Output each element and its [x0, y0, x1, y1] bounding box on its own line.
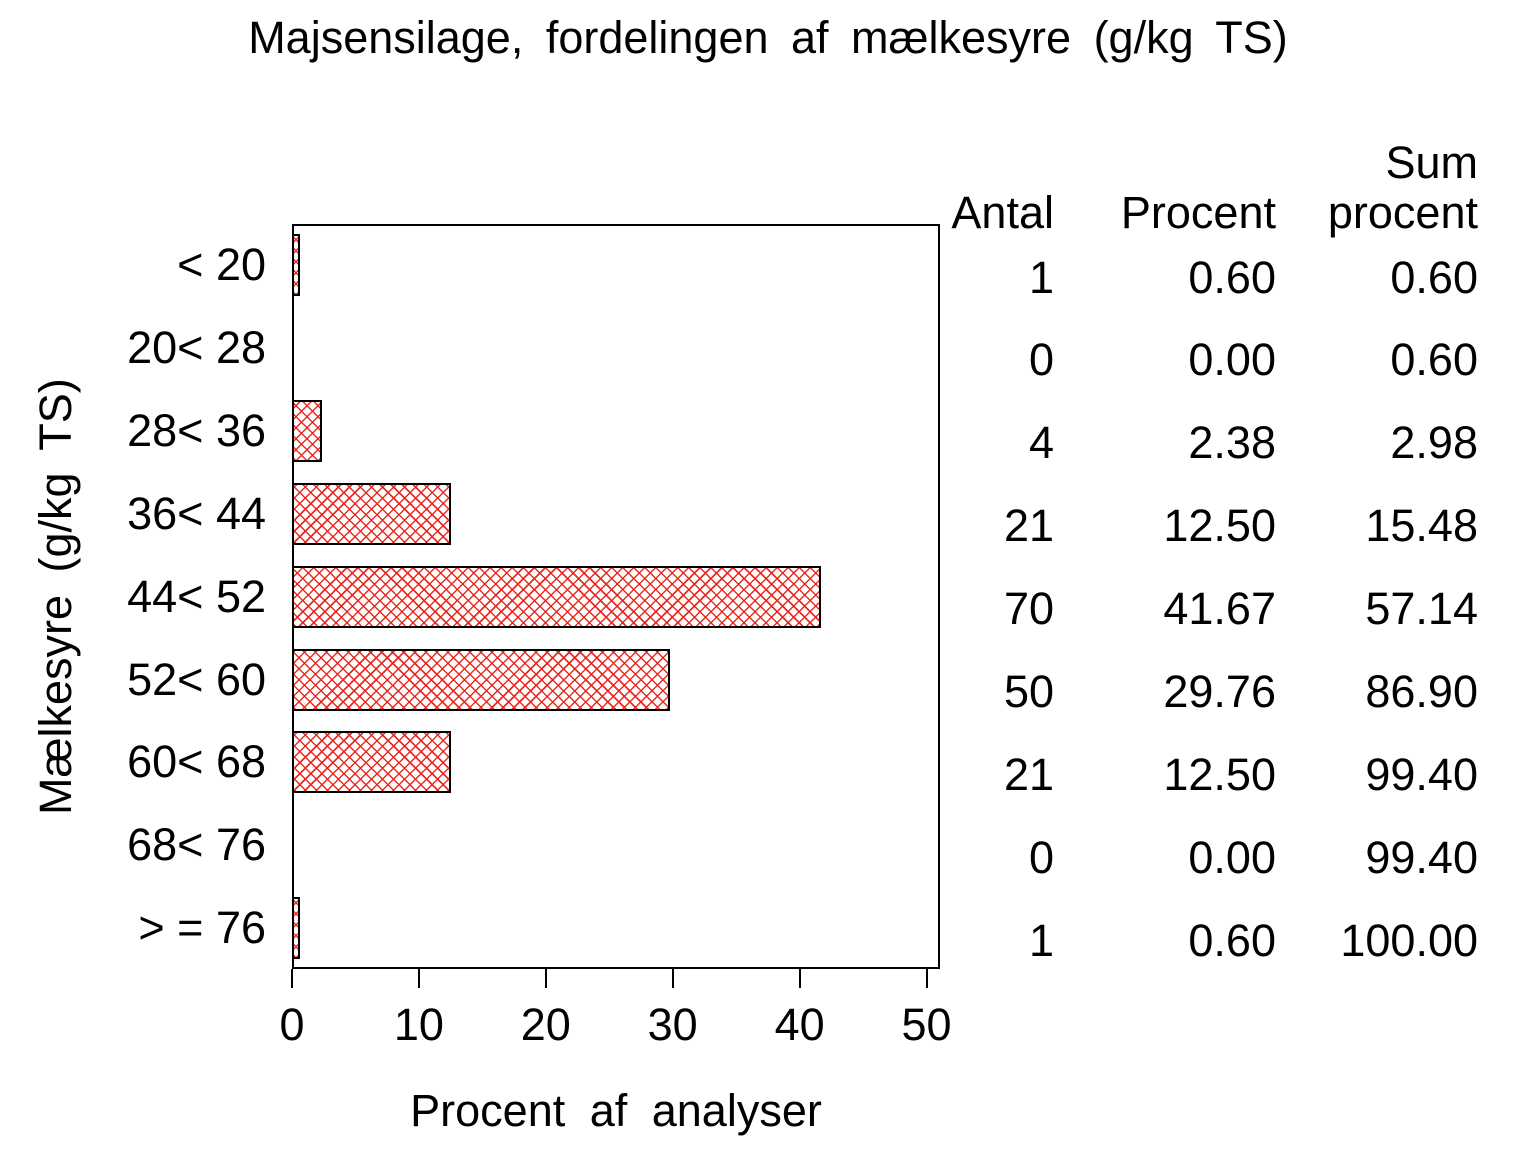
chart-title: Majsensilage, fordelingen af mælkesyre (… — [248, 12, 1288, 63]
category-label: 44< 52 — [127, 570, 266, 622]
table-cell-sum-procent: 0.60 — [1390, 251, 1478, 303]
bar-52< 60 — [292, 648, 670, 711]
table-cell-antal: 70 — [1003, 583, 1054, 635]
table-header-antal: Antal — [951, 187, 1054, 238]
bar-36< 44 — [292, 482, 451, 545]
x-tick-mark — [798, 969, 801, 988]
table-cell-sum-procent: 2.98 — [1390, 417, 1478, 469]
table-cell-antal: 21 — [1003, 500, 1054, 552]
x-tick-mark — [544, 969, 547, 988]
x-tick-label: 40 — [774, 999, 825, 1050]
bar-60< 68 — [292, 731, 451, 794]
x-tick-label: 20 — [520, 999, 571, 1050]
table-row: 4 2.38 2.98 — [930, 402, 1478, 485]
plot-area — [292, 224, 940, 969]
x-axis-label: Procent af analyser — [410, 1085, 822, 1136]
table-cell-sum-procent: 0.60 — [1390, 334, 1478, 386]
x-tick-label: 0 — [279, 999, 305, 1050]
x-tick-mark — [417, 969, 420, 988]
table-header-row-1: Sum — [930, 140, 1478, 186]
table-row: 21 12.50 99.40 — [930, 733, 1478, 816]
table-header-sum-line2: procent — [1327, 187, 1478, 238]
category-label: < 20 — [177, 239, 266, 290]
bar-28< 36 — [292, 399, 323, 462]
x-tick-label: 50 — [901, 999, 952, 1050]
table-cell-antal: 0 — [1028, 831, 1054, 883]
category-label: 60< 68 — [127, 736, 266, 788]
table-header-sum-line1: Sum — [1385, 137, 1478, 188]
table-row: 0 0.00 99.40 — [930, 816, 1478, 899]
table-cell-antal: 0 — [1028, 334, 1054, 386]
table-cell-sum-procent: 15.48 — [1365, 500, 1478, 552]
table-row: 0 0.00 0.60 — [930, 319, 1478, 402]
category-label: 28< 36 — [127, 404, 266, 456]
table-cell-sum-procent: 86.90 — [1365, 666, 1478, 717]
category-label: 36< 44 — [127, 487, 266, 539]
table-cell-procent: 0.60 — [1188, 914, 1276, 966]
category-label: 68< 76 — [127, 819, 266, 871]
table-cell-procent: 0.00 — [1188, 334, 1276, 386]
table-cell-antal: 21 — [1003, 748, 1054, 800]
table-cell-sum-procent: 99.40 — [1365, 831, 1478, 883]
category-label: > = 76 — [138, 902, 266, 954]
bar-< 20 — [292, 234, 300, 296]
table-row: 50 29.76 86.90 — [930, 651, 1478, 734]
table-cell-procent: 41.67 — [1163, 583, 1276, 635]
table-cell-procent: 2.38 — [1188, 417, 1276, 469]
table-cell-sum-procent: 99.40 — [1365, 748, 1478, 800]
table-cell-procent: 12.50 — [1163, 748, 1276, 800]
header-spacer-1 — [930, 140, 1054, 186]
bar-44< 52 — [292, 565, 821, 628]
table-cell-procent: 12.50 — [1163, 500, 1276, 552]
x-tick-mark — [671, 969, 674, 988]
table-cell-sum-procent: 57.14 — [1365, 583, 1478, 635]
x-axis: 0 10 20 30 40 50 — [279, 969, 952, 1059]
x-tick-label: 10 — [393, 999, 444, 1050]
table-cell-sum-procent: 100.00 — [1340, 914, 1478, 966]
header-spacer-2 — [1054, 140, 1276, 186]
category-label: 20< 28 — [127, 321, 266, 373]
x-tick-mark — [925, 969, 928, 988]
x-tick-label: 30 — [647, 999, 698, 1050]
table-header-row-2: Antal Procent procent — [930, 190, 1478, 236]
table-cell-procent: 29.76 — [1163, 666, 1276, 717]
table-row: 21 12.50 15.48 — [930, 485, 1478, 568]
table-row: 1 0.60 0.60 — [930, 236, 1478, 319]
bar-> = 76 — [292, 897, 300, 960]
table-row: 1 0.60 100.00 — [930, 899, 1478, 982]
table-header-procent: Procent — [1120, 187, 1276, 238]
table-row: 70 41.67 57.14 — [930, 568, 1478, 651]
table-cell-antal: 1 — [1028, 251, 1054, 303]
table-cell-antal: 1 — [1028, 914, 1054, 966]
table-cell-procent: 0.60 — [1188, 251, 1276, 303]
table-cell-procent: 0.00 — [1188, 831, 1276, 883]
table-cell-antal: 4 — [1028, 417, 1054, 469]
x-tick-mark — [291, 969, 293, 988]
table-cell-antal: 50 — [1003, 666, 1054, 717]
category-label: 52< 60 — [127, 653, 266, 705]
y-axis-category-labels: < 20 20< 28 28< 36 36< 44 44< 52 52< 60 60< 68… — [0, 224, 266, 969]
